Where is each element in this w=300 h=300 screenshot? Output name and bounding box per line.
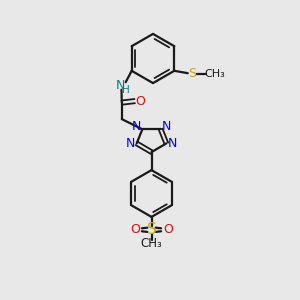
Text: O: O — [164, 223, 173, 236]
Text: H: H — [122, 85, 130, 95]
Text: O: O — [136, 94, 145, 108]
Text: N: N — [132, 120, 142, 134]
Text: CH₃: CH₃ — [141, 237, 162, 250]
Text: N: N — [168, 137, 177, 150]
Text: S: S — [188, 67, 196, 80]
Text: S: S — [147, 222, 156, 237]
Text: O: O — [130, 223, 140, 236]
Text: N: N — [161, 120, 171, 134]
Text: CH₃: CH₃ — [204, 69, 225, 79]
Text: N: N — [116, 79, 125, 92]
Text: N: N — [126, 137, 135, 150]
